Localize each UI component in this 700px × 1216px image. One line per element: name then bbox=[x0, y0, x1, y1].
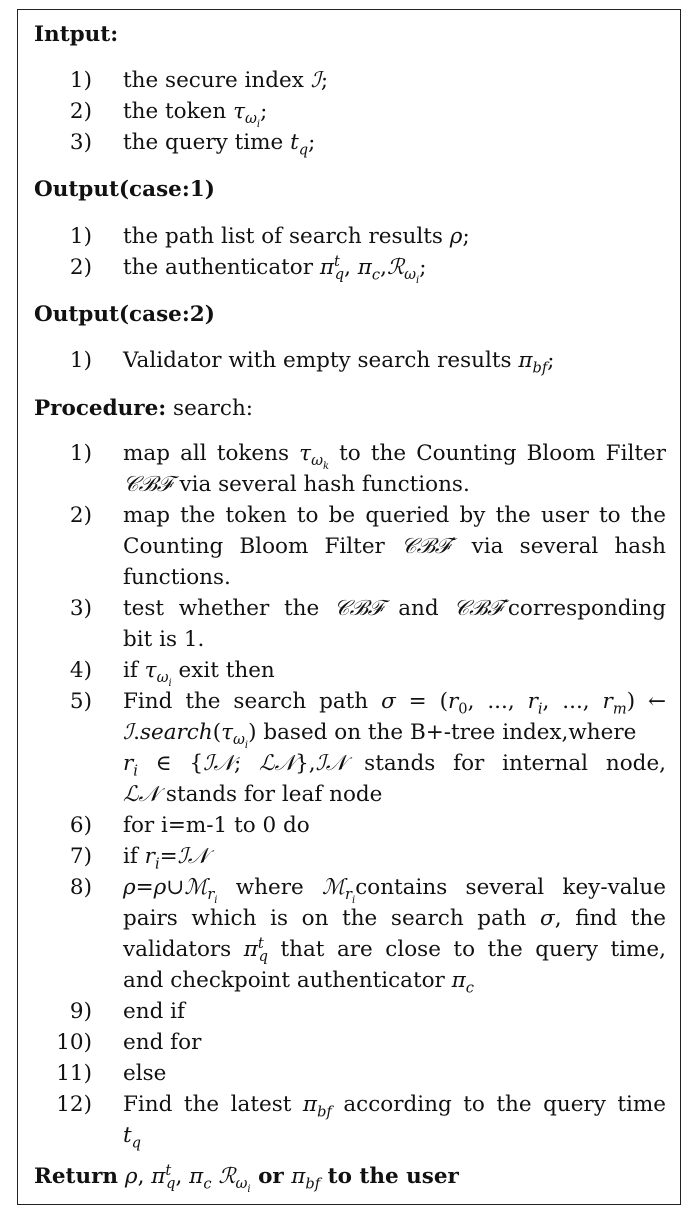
procedure-heading: Procedure: search: bbox=[34, 396, 254, 421]
step-1-line-2: 𝒞ℬℱ via several hash functions. bbox=[123, 472, 470, 497]
step-5-line-4: ℒ𝒩 stands for leaf node bbox=[123, 782, 383, 807]
return-line: Return ρ, πtq, πc ℛωi or πbf to the user bbox=[34, 1161, 459, 1196]
step-12-line-1: Find the latest πbf according to the que… bbox=[123, 1092, 666, 1121]
step-number: 5) bbox=[69, 689, 92, 714]
step-9-line-1: end if bbox=[123, 999, 186, 1024]
step-7-line-1: if ri=ℐ𝒩 bbox=[123, 844, 209, 873]
step-5-line-3: ri ∈ {ℐ𝒩; ℒ𝒩},ℐ𝒩 stands for internal nod… bbox=[123, 751, 666, 780]
step-8-line-1: ρ=ρ∪ℳri where ℳricontains several key-va… bbox=[123, 875, 666, 907]
step-number: 12) bbox=[56, 1092, 92, 1117]
step-2-line-2: Counting Bloom Filter 𝒞ℬℱ′ via several h… bbox=[123, 534, 666, 559]
step-5-line-2: ℐ.search(τωi) based on the B+-tree index… bbox=[123, 720, 637, 752]
step-number: 11) bbox=[56, 1061, 92, 1086]
step-number: 10) bbox=[56, 1030, 92, 1055]
output1-heading: Output(case:1) bbox=[34, 177, 215, 202]
step-number: 9) bbox=[69, 999, 92, 1024]
algorithm-box: Intput: 1) the secure index ℐ; 2) the to… bbox=[17, 9, 681, 1205]
output2-heading: Output(case:2) bbox=[34, 302, 215, 327]
step-number: 2) bbox=[69, 503, 92, 528]
step-10-line-1: end for bbox=[123, 1030, 202, 1055]
step-8-line-2: pairs which is on the search path σ, fin… bbox=[123, 906, 667, 931]
step-8-line-4: and checkpoint authenticator πc bbox=[123, 968, 474, 997]
input-heading: Intput: bbox=[34, 22, 119, 47]
step-5-line-1: Find the search path σ = (r0, ..., ri, .… bbox=[123, 689, 667, 718]
step-number: 8) bbox=[69, 875, 92, 900]
step-number: 4) bbox=[69, 658, 92, 683]
step-number: 1) bbox=[69, 441, 92, 466]
step-number: 3) bbox=[69, 596, 92, 621]
step-4-line-1: if τωi exit then bbox=[123, 658, 275, 690]
step-2-line-3: functions. bbox=[123, 565, 231, 590]
step-3-line-1: test whether the 𝒞ℬℱ and 𝒞ℬℱ′correspondi… bbox=[123, 596, 666, 621]
step-number: 6) bbox=[69, 813, 92, 838]
step-1-line-1: map all tokens τωk to the Counting Bloom… bbox=[123, 441, 666, 473]
step-11-line-1: else bbox=[123, 1061, 167, 1086]
step-2-line-1: map the token to be queried by the user … bbox=[123, 503, 666, 528]
step-8-line-3: validators πtq that are close to the que… bbox=[123, 934, 666, 966]
step-6-line-1: for i=m-1 to 0 do bbox=[123, 813, 310, 838]
step-12-line-2: tq bbox=[123, 1123, 141, 1152]
step-number: 7) bbox=[69, 844, 92, 869]
step-3-line-2: bit is 1. bbox=[123, 627, 205, 652]
